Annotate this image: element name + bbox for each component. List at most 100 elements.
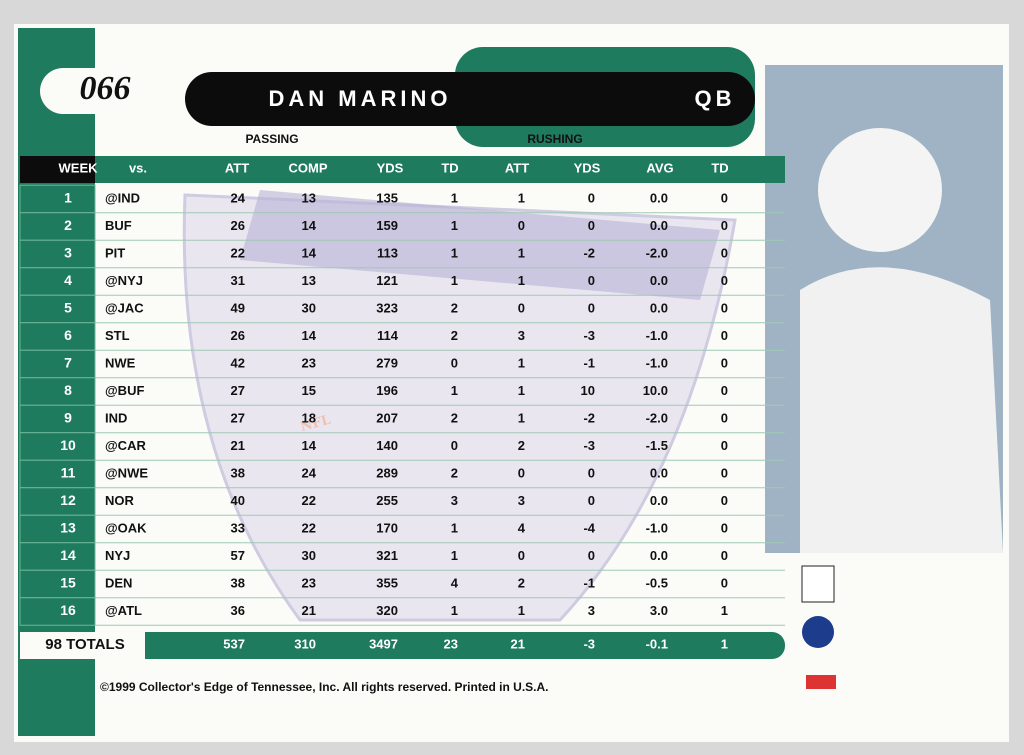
- stat-cell: @JAC: [105, 300, 144, 315]
- stat-cell: 4: [451, 575, 459, 590]
- stat-cell: 40: [231, 493, 245, 508]
- stat-cell: 355: [376, 575, 398, 590]
- week-number: 11: [61, 465, 76, 481]
- stat-cell: 14: [302, 218, 317, 233]
- stat-cell: 26: [231, 328, 245, 343]
- stat-cell: 1: [518, 273, 525, 288]
- column-header: COMP: [289, 160, 328, 175]
- week-cell: [19, 487, 96, 516]
- stat-cell: -1: [583, 575, 595, 590]
- stat-cell: 24: [302, 465, 317, 480]
- stat-cell: 121: [376, 273, 398, 288]
- stat-cell: 0.0: [650, 465, 668, 480]
- column-header: ATT: [225, 160, 249, 175]
- stat-cell: 22: [302, 520, 316, 535]
- stat-cell: 1: [451, 218, 458, 233]
- stat-cell: 0: [588, 190, 595, 205]
- stat-cell: 38: [231, 465, 245, 480]
- stat-cell: -1.0: [646, 355, 668, 370]
- week-cell: [19, 597, 96, 626]
- column-header: ATT: [505, 160, 529, 175]
- stat-cell: 1: [451, 273, 458, 288]
- stat-cell: NWE: [105, 355, 136, 370]
- stat-cell: 1: [451, 383, 458, 398]
- stat-cell: -2: [583, 245, 595, 260]
- stat-cell: 15: [302, 383, 316, 398]
- stat-cell: 2: [451, 328, 458, 343]
- stat-cell: 279: [376, 355, 398, 370]
- stat-cell: 0: [588, 218, 595, 233]
- stat-cell: 0: [721, 520, 728, 535]
- stat-cell: 0: [588, 548, 595, 563]
- stat-cell: 3: [518, 493, 525, 508]
- stat-cell: 0: [518, 465, 525, 480]
- stat-cell: 0.0: [650, 218, 668, 233]
- stat-cell: 14: [302, 328, 317, 343]
- stat-cell: @ATL: [105, 603, 142, 618]
- column-header: vs.: [129, 160, 147, 175]
- stat-cell: 196: [376, 383, 398, 398]
- group-label: RUSHING: [527, 132, 582, 146]
- header-week-cell: [20, 156, 95, 183]
- week-cell: [19, 349, 96, 379]
- stat-cell: -1.5: [646, 438, 668, 453]
- stat-cell: 3: [518, 328, 525, 343]
- week-cell: [19, 404, 96, 434]
- stat-cell: 2: [518, 438, 525, 453]
- stat-cell: 0: [721, 355, 728, 370]
- stat-cell: 2: [518, 575, 525, 590]
- stat-cell: 23: [302, 575, 316, 590]
- stat-cell: 0: [721, 465, 728, 480]
- stat-cell: 1: [451, 245, 458, 260]
- stat-cell: 0: [721, 300, 728, 315]
- stat-cell: 0.0: [650, 300, 668, 315]
- week-number: 2: [64, 217, 72, 233]
- week-cell: [19, 542, 96, 571]
- stat-cell: 0: [451, 438, 458, 453]
- stat-cell: 3: [588, 603, 595, 618]
- stat-cell: 0: [588, 300, 595, 315]
- week-cell: [19, 432, 96, 461]
- totals-label: 98 TOTALS: [45, 636, 124, 653]
- stat-cell: 1: [721, 603, 728, 618]
- column-header: YDS: [574, 160, 601, 175]
- stat-cell: 10: [581, 383, 595, 398]
- stat-cell: 36: [231, 603, 245, 618]
- week-cell: [19, 267, 96, 296]
- stat-cell: 0: [721, 493, 728, 508]
- stat-cell: 1: [518, 355, 525, 370]
- week-cell: [19, 459, 96, 489]
- week-number: 13: [60, 520, 76, 536]
- stats-table: WEEK vs. ATT COMP YDS TD ATT YDS AVG TD1 @IND 24 13 1…: [19, 156, 785, 659]
- stat-cell: 1: [451, 603, 458, 618]
- stat-cell: 0: [518, 548, 525, 563]
- week-cell: [19, 322, 96, 351]
- player-position: QB: [695, 86, 736, 111]
- stat-cell: -1.0: [646, 520, 668, 535]
- stat-cell: 0: [721, 328, 728, 343]
- stat-cell: 27: [231, 383, 245, 398]
- photo-jersey: [800, 267, 1003, 553]
- week-cell: [19, 377, 96, 406]
- stat-cell: @OAK: [105, 520, 147, 535]
- totals-cell: -3: [583, 636, 595, 651]
- stat-cell: 114: [377, 328, 399, 343]
- stat-cell: 4: [518, 520, 526, 535]
- stat-cell: 255: [376, 493, 398, 508]
- stat-cell: 0: [518, 218, 525, 233]
- totals-cell: -0.1: [646, 636, 668, 651]
- stat-cell: 26: [231, 218, 245, 233]
- stat-cell: 1: [451, 548, 458, 563]
- stat-cell: 21: [231, 438, 245, 453]
- stat-cell: @NWE: [105, 465, 148, 480]
- week-cell: [19, 294, 96, 324]
- stat-cell: -1: [583, 355, 595, 370]
- week-number: 5: [64, 300, 72, 316]
- stat-cell: 42: [231, 355, 245, 370]
- week-number: 16: [60, 602, 76, 618]
- totals-cell: 3497: [369, 636, 398, 651]
- shield-stars: [240, 190, 720, 300]
- week-number: 14: [60, 547, 76, 563]
- stat-cell: 323: [376, 300, 398, 315]
- stat-cell: 0: [588, 273, 595, 288]
